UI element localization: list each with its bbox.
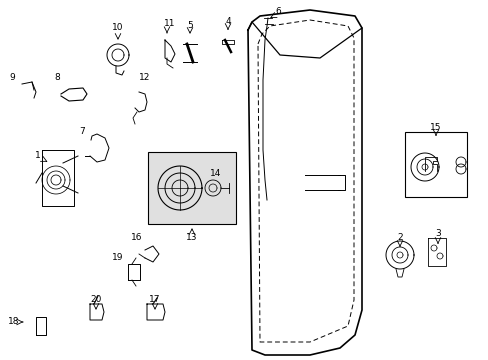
Text: 13: 13 [186,234,197,243]
Text: 15: 15 [429,122,441,131]
Text: 1: 1 [35,150,41,159]
Text: 9: 9 [9,73,15,82]
Text: 10: 10 [112,23,123,32]
Text: 19: 19 [112,253,123,262]
Text: 16: 16 [131,234,142,243]
Text: 17: 17 [149,296,161,305]
Text: 8: 8 [54,73,60,82]
Text: 14: 14 [210,170,221,179]
Text: 3: 3 [434,230,440,238]
Text: 2: 2 [396,234,402,243]
Text: 11: 11 [164,19,175,28]
Bar [404,132,466,197]
Text: 5: 5 [187,21,192,30]
Text: 7: 7 [79,127,85,136]
Text: 20: 20 [90,296,102,305]
Text: 6: 6 [275,8,280,17]
Text: 4: 4 [225,18,230,27]
Bar [148,152,236,224]
Text: 18: 18 [8,318,20,327]
Text: 12: 12 [139,73,150,82]
